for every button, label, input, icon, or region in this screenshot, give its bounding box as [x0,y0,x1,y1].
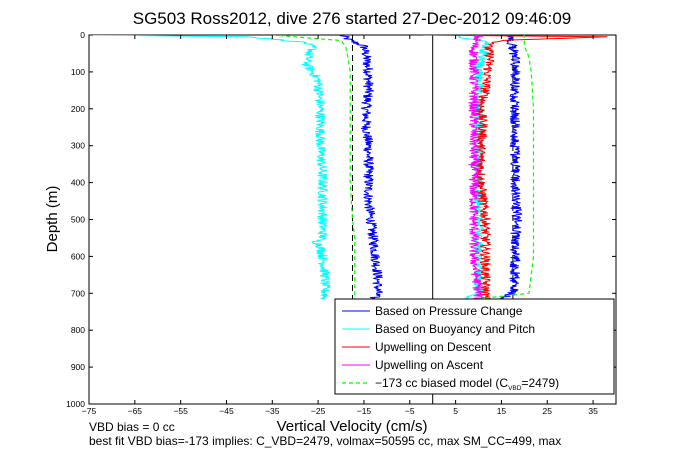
legend-label-descent: Upwelling on Descent [375,340,492,354]
series-line [423,35,608,300]
footer-line-1: VBD bias = 0 cc [89,420,175,434]
series-line [478,35,535,300]
x-tick-label: −5 [405,406,415,416]
x-tick-label: −25 [311,406,326,416]
legend-label-buoyancy: Based on Buoyancy and Pitch [375,322,535,336]
y-tick-label: 200 [71,104,85,114]
chart-title: SG503 Ross2012, dive 276 started 27-Dec-… [133,9,572,28]
legend-label-pressure: Based on Pressure Change [375,304,523,318]
legend-label-model: −173 cc biased model (CVBD=2479) [375,376,559,392]
tick-layer: −75 −65 −55 −45 −35 −25 −15 −5 5 15 25 350100200300… [66,30,616,416]
x-axis-label: Vertical Velocity (cm/s) [277,418,428,435]
x-tick-label: −45 [219,406,234,416]
y-tick-label: 100 [71,67,85,77]
y-tick-label: 0 [80,30,85,40]
footer-line-2: best fit VBD bias=-173 implies: C_VBD=24… [89,434,561,448]
legend-label-model-suffix: =2479) [521,376,559,390]
series-layer [89,35,608,300]
legend-label-model-subscript: VBD [508,385,522,392]
x-tick-label: −55 [173,406,188,416]
series-line [272,35,356,299]
legend-box [334,298,615,395]
y-tick-label: 1000 [66,399,85,409]
x-tick-label: −15 [357,406,372,416]
y-axis-label: Depth (m) [44,186,61,253]
series-line [468,35,484,300]
x-tick-label: 35 [588,406,598,416]
y-tick-label: 700 [71,288,85,298]
x-tick-label: −35 [265,406,280,416]
legend-label-model-main: −173 cc biased model (C [375,376,508,390]
y-tick-label: 600 [71,251,85,261]
y-tick-label: 400 [71,178,85,188]
legend-label-ascent: Upwelling on Ascent [375,358,484,372]
series-line [89,35,331,300]
x-tick-label: 5 [453,406,458,416]
x-tick-label: −65 [128,406,143,416]
y-tick-label: 300 [71,141,85,151]
series-line [339,35,383,300]
x-tick-label: 15 [497,406,507,416]
series-line [500,35,523,300]
y-tick-label: 900 [71,362,85,372]
x-tick-label: −75 [82,406,97,416]
x-tick-label: 25 [543,406,553,416]
y-tick-label: 800 [71,325,85,335]
legend: Based on Pressure Change Based on Buoyan… [334,298,615,395]
y-tick-label: 500 [71,215,85,225]
